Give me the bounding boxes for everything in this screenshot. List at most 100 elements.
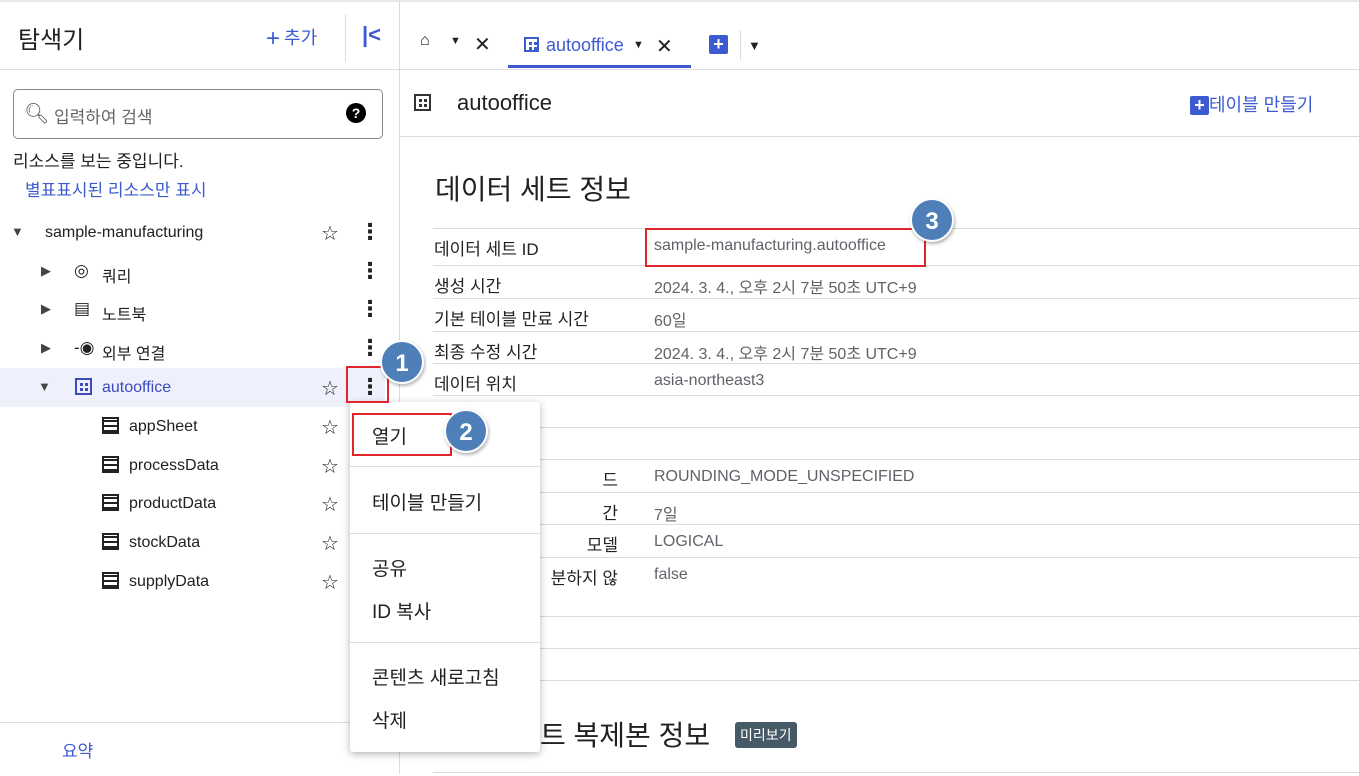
main-panel: ⌂ ▼ ✕ autooffice ▼ ✕ + ▼ autooffice + 테이블… — [400, 0, 1359, 774]
info-value: ROUNDING_MODE_UNSPECIFIED — [654, 468, 915, 485]
tree-item-table[interactable]: stockData ☆ — [0, 523, 385, 562]
tree-item-dataset[interactable]: ▼ autooffice ☆ ⋮ — [0, 368, 385, 407]
tree-item-label: 외부 연결 — [102, 346, 166, 363]
search-input[interactable]: 🔍︎ 입력하여 검색 ? — [13, 89, 383, 139]
summary-link[interactable]: 요약 — [62, 742, 94, 761]
more-options-icon[interactable]: ⋮ — [359, 219, 381, 244]
menu-item-copy-id[interactable]: ID 복사 — [372, 602, 432, 623]
tab-autooffice[interactable]: autooffice ▼ ✕ — [508, 2, 691, 68]
search-placeholder: 입력하여 검색 — [54, 108, 153, 127]
info-key: 간 — [602, 504, 618, 523]
starred-only-link[interactable]: 별표표시된 리소스만 표시 — [25, 181, 207, 200]
search-icon: 🔍︎ — [24, 103, 50, 125]
menu-item-open[interactable]: 열기 — [372, 427, 407, 448]
info-row: 최종 수정 시간 2024. 3. 4., 오후 2시 7분 50초 UTC+9 — [433, 331, 1359, 364]
menu-item-refresh[interactable]: 콘텐츠 새로고침 — [372, 668, 500, 689]
info-key: 최종 수정 시간 — [434, 343, 538, 362]
plus-icon: + — [1190, 96, 1209, 115]
new-tab-button[interactable]: + — [709, 35, 728, 54]
tree-item-queries[interactable]: ▶ ◎ 쿼리 ⋮ — [0, 252, 385, 291]
query-icon: ◎ — [74, 261, 89, 280]
info-key: 기본 테이블 만료 시간 — [434, 310, 589, 329]
expand-arrow-icon[interactable]: ▼ — [38, 379, 51, 394]
tree-item-label: autooffice — [102, 379, 172, 396]
dropdown-icon[interactable]: ▼ — [633, 39, 644, 51]
more-options-icon[interactable]: ⋮ — [359, 258, 381, 283]
help-icon[interactable]: ? — [346, 103, 366, 123]
info-value: asia-northeast3 — [654, 372, 765, 389]
close-icon[interactable]: ✕ — [474, 34, 491, 56]
star-icon[interactable]: ☆ — [321, 417, 339, 439]
divider — [433, 616, 1359, 649]
more-options-icon[interactable]: ⋮ — [359, 374, 381, 399]
expand-arrow-icon[interactable]: ▶ — [41, 340, 51, 355]
star-icon[interactable]: ☆ — [321, 494, 339, 516]
expand-arrow-icon[interactable]: ▶ — [41, 263, 51, 278]
tree-item-table[interactable]: productData ☆ — [0, 484, 385, 523]
star-icon[interactable]: ☆ — [321, 572, 339, 594]
info-row — [433, 395, 1359, 428]
expand-arrow-icon[interactable]: ▼ — [11, 224, 24, 239]
tree-item-notebooks[interactable]: ▶ ▤ 노트북 ⋮ — [0, 290, 385, 329]
menu-item-create-table[interactable]: 테이블 만들기 — [372, 493, 483, 514]
preview-badge: 미리보기 — [735, 722, 797, 748]
close-icon[interactable]: ✕ — [656, 36, 673, 58]
add-label: 추가 — [284, 28, 318, 48]
dropdown-icon[interactable]: ▼ — [450, 35, 461, 47]
table-icon — [102, 572, 119, 594]
menu-divider — [350, 466, 540, 467]
dataset-icon — [524, 36, 539, 57]
tree-item-table[interactable]: processData ☆ — [0, 446, 385, 485]
info-key: 생성 시간 — [434, 277, 502, 296]
info-value: 7일 — [654, 507, 678, 524]
info-value: 2024. 3. 4., 오후 2시 7분 50초 UTC+9 — [654, 280, 917, 297]
menu-divider — [350, 533, 540, 534]
tree-item-table[interactable]: supplyData ☆ — [0, 562, 385, 601]
info-value: false — [654, 566, 688, 583]
create-table-button[interactable]: + 테이블 만들기 — [1190, 91, 1313, 117]
info-row: 드 ROUNDING_MODE_UNSPECIFIED — [433, 459, 1359, 492]
menu-divider — [350, 642, 540, 643]
info-row: 생성 시간 2024. 3. 4., 오후 2시 7분 50초 UTC+9 — [433, 265, 1359, 298]
info-key: 데이터 위치 — [434, 375, 517, 394]
dataset-icon — [414, 94, 431, 116]
tree-item-label: productData — [129, 495, 217, 512]
star-icon[interactable]: ☆ — [321, 223, 339, 245]
tree-item-table[interactable]: appSheet ☆ — [0, 407, 385, 446]
info-value: sample-manufacturing.autooffice — [654, 237, 886, 254]
table-icon — [102, 533, 119, 555]
home-icon: ⌂ — [420, 32, 430, 49]
tree-item-label: stockData — [129, 534, 201, 551]
expand-arrow-icon[interactable]: ▶ — [41, 301, 51, 316]
info-key: 모델 — [586, 536, 618, 555]
tree-item-label: 쿼리 — [102, 269, 132, 286]
tree-item-label: processData — [129, 457, 219, 474]
info-key: 분하지 않 — [550, 569, 618, 588]
viewing-text: 리소스를 보는 중입니다. — [13, 152, 184, 171]
step-badge-1: 1 — [380, 340, 424, 384]
divider — [433, 680, 1359, 713]
more-options-icon[interactable]: ⋮ — [359, 335, 381, 360]
info-row: 기본 테이블 만료 시간 60일 — [433, 298, 1359, 331]
step-badge-3: 3 — [910, 198, 954, 242]
collapse-panel-icon[interactable]: |< — [362, 22, 382, 47]
star-icon[interactable]: ☆ — [321, 378, 339, 400]
tab-home[interactable]: ⌂ ▼ ✕ — [418, 2, 498, 68]
star-icon[interactable]: ☆ — [321, 456, 339, 478]
add-button[interactable]: + 추가 — [266, 24, 317, 53]
more-options-icon[interactable]: ⋮ — [359, 296, 381, 321]
menu-item-delete[interactable]: 삭제 — [372, 711, 407, 732]
dataset-title: autooffice — [457, 90, 553, 115]
tree-item-label: 노트북 — [102, 307, 147, 324]
tree-item-project[interactable]: ▼ sample-manufacturing ☆ ⋮ — [0, 213, 385, 252]
connection-icon: -◉ — [74, 338, 95, 357]
menu-item-share[interactable]: 공유 — [372, 559, 407, 580]
table-icon — [102, 456, 119, 478]
tree-item-connections[interactable]: ▶ -◉ 외부 연결 ⋮ — [0, 329, 385, 368]
explorer-title: 탐색기 — [18, 27, 85, 54]
star-icon[interactable]: ☆ — [321, 533, 339, 555]
info-row: 데이터 위치 asia-northeast3 — [433, 363, 1359, 396]
highlight-box — [346, 366, 389, 403]
plus-icon: + — [266, 25, 281, 52]
tab-menu-dropdown-icon[interactable]: ▼ — [748, 38, 761, 53]
